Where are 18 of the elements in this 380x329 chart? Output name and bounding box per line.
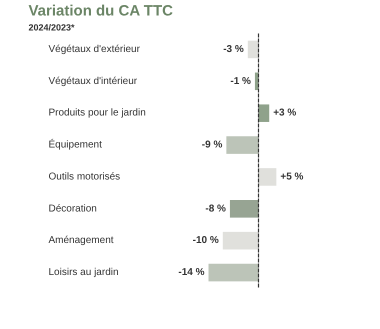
data-label: -9 % xyxy=(202,140,222,151)
data-label: +5 % xyxy=(280,171,304,182)
data-label: -14 % xyxy=(178,267,205,278)
y-tick-label: Équipement xyxy=(48,138,102,151)
data-label: +3 % xyxy=(273,108,296,119)
data-label: -8 % xyxy=(205,203,226,214)
y-tick-label: Végétaux d'extérieur xyxy=(48,44,141,55)
y-tick-label: Aménagement xyxy=(48,235,114,246)
data-label: -3 % xyxy=(223,44,244,55)
y-tick-label: Loisirs au jardin xyxy=(48,267,119,278)
y-tick-label: Végétaux d'intérieur xyxy=(48,76,138,87)
data-label: -10 % xyxy=(192,235,219,246)
data-label: -1 % xyxy=(230,76,252,87)
y-tick-label: Décoration xyxy=(48,203,97,214)
text: 2024/2023* xyxy=(28,22,76,32)
chart-title: Variation du CA TTC xyxy=(28,2,174,20)
y-tick-label: Outils motorisés xyxy=(48,171,120,182)
y-tick-label: Produits pour le jardin xyxy=(48,108,146,119)
